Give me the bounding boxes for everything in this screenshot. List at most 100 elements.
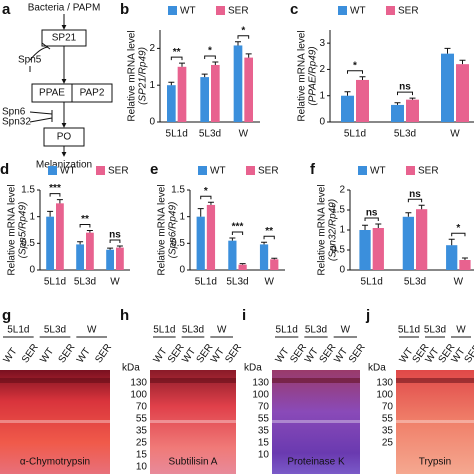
- y-tick-label: 1: [339, 225, 345, 236]
- legend-label: SER: [418, 166, 439, 177]
- bar: [86, 232, 94, 270]
- legend-swatch: [406, 166, 415, 175]
- gel-band: [272, 420, 360, 423]
- node-box: [71, 83, 113, 103]
- bar: [416, 209, 428, 270]
- panel-label: i: [242, 307, 246, 324]
- significance-label: ***: [49, 183, 61, 194]
- significance-bracket: [49, 193, 61, 197]
- error-bar: [394, 102, 401, 105]
- x-tick-label: 5L3d: [199, 129, 221, 140]
- panel-label: d: [0, 161, 9, 178]
- bar: [441, 53, 454, 122]
- significance-label: *: [208, 46, 212, 57]
- panel-label: g: [2, 307, 11, 324]
- x-tick-label: W: [110, 277, 120, 288]
- significance-label: ns: [109, 230, 121, 241]
- y-tick-label: 0.5: [21, 238, 35, 249]
- marker-label: 25: [136, 438, 148, 449]
- panel-label: h: [120, 307, 129, 324]
- bar: [56, 203, 64, 270]
- y-axis-label: Relative mRNA level: [297, 30, 308, 121]
- panel-label: a: [2, 1, 11, 18]
- panel-label: c: [290, 1, 298, 18]
- bar: [270, 259, 279, 270]
- gel-image: [0, 370, 110, 474]
- bar: [372, 228, 384, 270]
- error-bar: [344, 91, 351, 96]
- significance-bracket: [79, 224, 91, 228]
- y-axis-label: (Spn5/Rp49): [18, 202, 29, 259]
- legend-label: SER: [258, 166, 279, 177]
- error-bar: [235, 41, 241, 46]
- error-bar: [86, 230, 93, 233]
- panel-label: j: [365, 307, 370, 324]
- y-axis-label: (PPAE/Rp49): [308, 46, 319, 105]
- marker-label: 130: [130, 378, 147, 389]
- marker-label: 55: [382, 414, 394, 425]
- marker-label: 15: [258, 438, 270, 449]
- y-axis-label: Relative mRNA level: [317, 184, 328, 275]
- lane-label: WT: [274, 346, 292, 365]
- marker-label: 10: [136, 462, 148, 473]
- bar-chart: c Relative mRNA level (PPAE/Rp49) 0 1 2 3 WT SER…: [290, 1, 474, 140]
- bar: [76, 244, 84, 270]
- significance-bracket: [200, 195, 212, 200]
- y-axis-label: (SP21/Rp49): [138, 47, 149, 105]
- error-bar: [362, 224, 369, 230]
- legend-label: WT: [370, 166, 386, 177]
- y-tick-label: 0: [319, 117, 325, 128]
- legend-swatch: [358, 166, 367, 175]
- error-bar: [405, 212, 412, 217]
- marker-label: 35: [136, 426, 148, 437]
- error-bar: [47, 210, 54, 217]
- error-bar: [239, 263, 246, 265]
- significance-bracket: [397, 91, 413, 96]
- y-tick-label: 1.5: [21, 185, 35, 196]
- stage-label: 5L3d: [182, 325, 204, 336]
- error-bar: [359, 76, 366, 80]
- stage-label: 5L1d: [153, 325, 175, 336]
- gel-band: [0, 378, 110, 383]
- stage-label: 5L1d: [7, 325, 29, 336]
- gel-panel: j5L1dWTSER5L3dWTSERWWTSERTrypsinkDa13010…: [365, 307, 474, 474]
- error-bar: [444, 47, 451, 54]
- y-tick-label: 0.5: [171, 238, 185, 249]
- x-tick-label: W: [264, 277, 274, 288]
- y-tick-label: 0: [339, 265, 345, 276]
- y-tick-label: 2: [149, 43, 155, 54]
- significance-label: *: [204, 186, 208, 197]
- x-tick-label: W: [450, 129, 460, 140]
- error-bar: [212, 61, 219, 65]
- bar: [106, 249, 114, 270]
- gel-band: [396, 378, 474, 383]
- gel-band: [0, 420, 110, 423]
- marker-label: 100: [130, 390, 147, 401]
- lane-label: WT: [75, 346, 93, 365]
- x-tick-label: 5L1d: [166, 129, 188, 140]
- gel-image: [396, 370, 474, 474]
- y-tick-label: 2: [339, 185, 345, 196]
- bar: [341, 95, 354, 122]
- marker-label: 35: [382, 426, 394, 437]
- node-text: Melanization: [36, 160, 92, 171]
- marker-label: 15: [136, 450, 148, 461]
- x-tick-label: 5L1d: [344, 129, 366, 140]
- bar-chart: b Relative mRNA level (SP21/Rp49) 0 1 2 WT SER 5…: [120, 1, 260, 140]
- x-tick-label: W: [454, 277, 464, 288]
- x-tick-label: 5L1d: [361, 277, 383, 288]
- error-bar: [197, 208, 204, 217]
- bar-chart: d Relative mRNA level (Spn5/Rp49)0 0.5 1 1.5 W…: [0, 161, 130, 288]
- gel-band: [150, 378, 236, 383]
- bar-chart: e Relative mRNA level (Spn6/Rp49)0 0.5 1 1.5 W…: [150, 161, 285, 288]
- significance-bracket: [237, 35, 250, 39]
- y-tick-label: 0: [149, 117, 155, 128]
- marker-label: 100: [376, 390, 393, 401]
- bar: [233, 45, 243, 122]
- node-text: SP21: [52, 33, 77, 44]
- y-tick-label: 1: [319, 90, 325, 101]
- panel-label: f: [310, 161, 316, 178]
- bar: [259, 244, 269, 270]
- y-tick-label: 1: [149, 80, 155, 91]
- inhibitor-text: Spn32: [2, 117, 31, 128]
